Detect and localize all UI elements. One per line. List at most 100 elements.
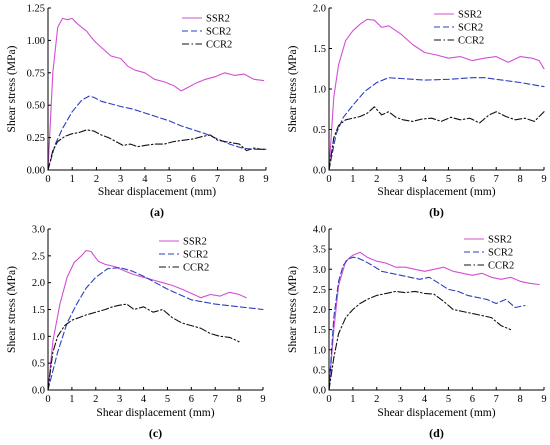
panel-d-y-tick-label: 2.0 xyxy=(313,305,326,316)
panel-a-x-tick-label: 2 xyxy=(94,174,99,185)
panel-c-x-tick-label: 5 xyxy=(165,394,170,405)
panel-a-x-tick-label: 5 xyxy=(166,174,171,185)
panel-d-y-tick-label: 3.0 xyxy=(313,265,326,276)
panel-d-y-tick-label: 4.0 xyxy=(313,225,326,236)
panel-d-legend-label-ccr2: CCR2 xyxy=(488,261,514,272)
panel-d-x-tick-label: 7 xyxy=(494,394,499,405)
panel-d-series-ccr2 xyxy=(328,290,512,391)
panel-b-series-ssr2 xyxy=(328,18,545,171)
panel-b-y-tick-label: 1.0 xyxy=(313,85,326,96)
panel-b-series-scr2 xyxy=(328,77,545,171)
panel-c-series-scr2 xyxy=(47,267,264,391)
panel-b-x-tick-label: 1 xyxy=(350,174,355,185)
panel-a-legend-label-ccr2: CCR2 xyxy=(206,40,232,51)
panel-c-legend-label-scr2: SCR2 xyxy=(183,250,208,261)
panel-d-legend-label-ssr2: SSR2 xyxy=(488,235,512,246)
panel-d-x-axis-label: Shear displacement (mm) xyxy=(377,407,495,419)
panel-c-y-tick-label: 0.5 xyxy=(32,359,45,370)
panel-d-legend: SSR2 SCR2 CCR2 xyxy=(464,235,514,272)
panel-b-y-axis-label: Shear stress (MPa) xyxy=(287,45,299,132)
panel-a-x-tick-label: 9 xyxy=(263,174,268,185)
panel-c-x-axis-label: Shear displacement (mm) xyxy=(96,407,214,419)
panel-d-x-tick-label: 8 xyxy=(517,394,522,405)
panel-b-x-tick-label: 3 xyxy=(398,174,403,185)
panel-b-y-tick-label: 2.0 xyxy=(313,4,326,15)
panel-a-y-tick-label: 0.50 xyxy=(27,101,45,112)
panel-d-y-tick-label: 1.0 xyxy=(313,345,326,356)
panel-b-legend-label-ccr2: CCR2 xyxy=(458,36,484,47)
panel-a-letter: (a) xyxy=(150,205,164,219)
panel-c-legend-label-ccr2: CCR2 xyxy=(183,263,209,274)
panel-d-letter: (d) xyxy=(429,426,444,440)
panel-c-x-tick-label: 0 xyxy=(45,394,50,405)
panel-a-x-tick-label: 8 xyxy=(239,174,244,185)
panel-d-y-axis-label: Shear stress (MPa) xyxy=(287,266,299,353)
panel-c-y-tick-label: 0.0 xyxy=(32,386,45,397)
panel-b-legend-label-scr2: SCR2 xyxy=(458,23,483,34)
panel-d-y-tick-label: 1.5 xyxy=(313,325,326,336)
panel-c-y-tick-label: 3.0 xyxy=(32,225,45,236)
panel-a-x-axis-label: Shear displacement (mm) xyxy=(98,186,216,198)
panel-d-x-tick-label: 4 xyxy=(422,394,428,405)
panel-c-x-tick-label: 3 xyxy=(117,394,122,405)
panel-b-y-tick-label: 0.0 xyxy=(313,166,326,177)
panel-c-legend: SSR2 SCR2 CCR2 xyxy=(159,237,209,274)
panel-d-y-tick-label: 0.0 xyxy=(313,386,326,397)
panel-d-y-tick-label: 3.5 xyxy=(313,245,326,256)
panel-b-x-axis-label: Shear displacement (mm) xyxy=(377,186,495,198)
panel-a-series-ccr2 xyxy=(47,129,267,171)
panel-b: 0 1 2 3 4 5 6 7 8 9 0.0 0.5 1.0 1.5 2.0 Shear displacem… xyxy=(287,4,547,220)
panel-c-legend-label-ssr2: SSR2 xyxy=(183,237,207,248)
panel-c-series-ssr2 xyxy=(47,249,247,391)
panel-d-x-tick-label: 1 xyxy=(350,394,355,405)
panel-a-y-tick-label: 1.25 xyxy=(27,4,45,15)
panel-b-x-tick-label: 0 xyxy=(326,174,331,185)
panel-d-legend-label-scr2: SCR2 xyxy=(488,248,513,259)
panel-b-letter: (b) xyxy=(429,205,444,219)
panel-a-legend-label-ssr2: SSR2 xyxy=(206,14,230,25)
panel-b-axes xyxy=(328,8,544,171)
panel-d-x-tick-label: 5 xyxy=(446,394,451,405)
panel-b-x-tick-label: 8 xyxy=(517,174,522,185)
panel-b-legend: SSR2 SCR2 CCR2 xyxy=(434,10,484,47)
panel-a-series-ssr2 xyxy=(47,17,265,171)
panel-d-x-tick-label: 6 xyxy=(470,394,475,405)
panel-a-x-tick-label: 0 xyxy=(45,174,50,185)
panel-a-y-tick-label: 1.00 xyxy=(27,36,45,47)
panel-c-x-tick-label: 4 xyxy=(141,394,147,405)
panel-d-x-tick-label: 3 xyxy=(398,394,403,405)
panel-d-x-tick-label: 2 xyxy=(374,394,379,405)
panel-c-x-tick-label: 7 xyxy=(213,394,218,405)
panel-a-legend-label-scr2: SCR2 xyxy=(206,27,231,38)
panel-a: 0 1 2 3 4 5 6 7 8 9 0.00 0.25 0.50 0.75 1.00 1.25 Shear … xyxy=(6,4,269,220)
panel-c-x-tick-label: 8 xyxy=(236,394,241,405)
panel-a-x-tick-label: 3 xyxy=(118,174,123,185)
panel-c-x-tick-label: 6 xyxy=(189,394,194,405)
panel-d-y-tick-label: 2.5 xyxy=(313,285,326,296)
panel-b-x-tick-label: 4 xyxy=(422,174,428,185)
panel-a-y-tick-label: 0.25 xyxy=(27,133,45,144)
panel-a-series-scr2 xyxy=(47,95,267,171)
panel-c-series-ccr2 xyxy=(47,303,240,391)
panel-a-x-tick-label: 4 xyxy=(142,174,148,185)
panel-a-x-tick-label: 1 xyxy=(70,174,75,185)
panel-a-y-axis-label: Shear stress (MPa) xyxy=(6,45,18,132)
panel-b-x-tick-label: 7 xyxy=(494,174,499,185)
panel-d: 0 1 2 3 4 5 6 7 8 9 0.0 0.5 1.0 1.5 2.0 2.5 3.0 3.5 4.0 She… xyxy=(287,225,547,441)
panel-b-legend-label-ssr2: SSR2 xyxy=(458,10,482,21)
panel-b-x-tick-label: 9 xyxy=(541,174,546,185)
panel-a-legend: SSR2 SCR2 CCR2 xyxy=(182,14,232,51)
panel-c-x-tick-label: 1 xyxy=(69,394,74,405)
panel-c-y-axis-label: Shear stress (MPa) xyxy=(6,266,18,353)
panel-c-x-tick-label: 9 xyxy=(260,394,265,405)
panel-d-x-tick-label: 0 xyxy=(326,394,331,405)
panel-d-series-scr2 xyxy=(328,256,526,391)
panel-b-x-tick-label: 2 xyxy=(374,174,379,185)
panel-b-x-tick-label: 5 xyxy=(446,174,451,185)
panel-c-y-tick-label: 2.0 xyxy=(32,278,45,289)
panel-c-letter: (c) xyxy=(149,426,162,440)
panel-c-x-tick-label: 2 xyxy=(93,394,98,405)
panel-c-y-tick-label: 1.5 xyxy=(32,305,45,316)
